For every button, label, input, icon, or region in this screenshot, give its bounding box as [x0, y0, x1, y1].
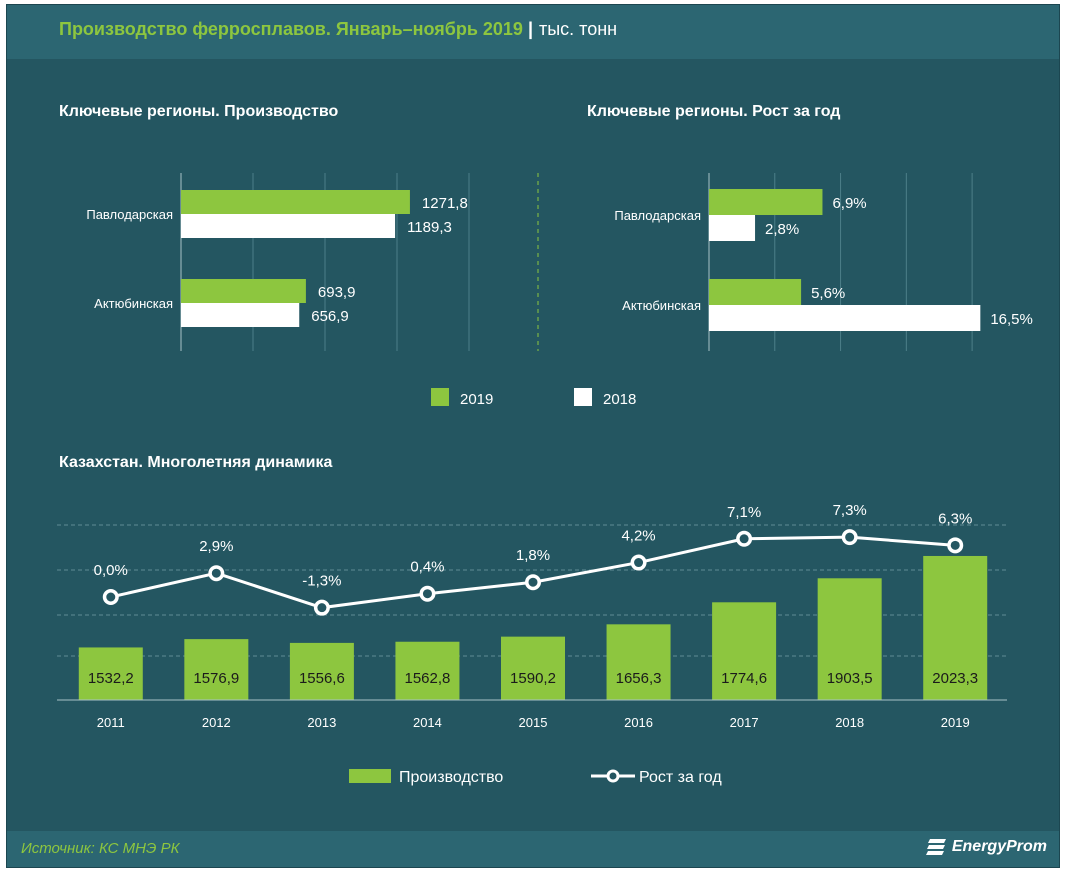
data-label: 1556,6	[299, 670, 345, 687]
bar-production	[289, 642, 354, 700]
bar-production	[501, 636, 565, 700]
charts-canvas: Павлодарская 1271,8 1189,3 Актюбинская 693,9…	[57, 173, 1033, 786]
growth-point	[528, 577, 538, 587]
growth-label: 7,1%	[727, 504, 761, 521]
bar-production	[78, 647, 143, 700]
x-tick-label: 2019	[941, 715, 970, 730]
growth-point	[211, 568, 221, 578]
bar-production	[184, 639, 249, 700]
data-label: 1189,3	[407, 219, 452, 236]
data-label: 1590,2	[510, 670, 556, 687]
logo-text: EnergyProm	[951, 838, 1047, 855]
data-label: 16,5%	[990, 311, 1033, 328]
data-label: 2,8%	[765, 221, 799, 238]
growth-label: 6,3%	[938, 510, 972, 527]
bar-2019	[181, 279, 306, 303]
data-label: 1656,3	[616, 670, 662, 687]
kazakhstan-dynamics-title: Казахстан. Многолетняя динамика	[59, 454, 333, 471]
x-tick-label: 2017	[730, 715, 759, 730]
legend-label: Производство	[399, 769, 503, 786]
growth-label: 0,4%	[410, 559, 444, 576]
x-tick-label: 2015	[519, 715, 548, 730]
growth-label: 7,3%	[833, 502, 867, 519]
logo-mark-icon	[925, 839, 946, 855]
x-tick-label: 2014	[413, 715, 442, 730]
source-text: Источник: КС МНЭ РК	[21, 840, 180, 857]
growth-point	[950, 540, 960, 550]
energyprom-logo: EnergyProm	[925, 837, 1047, 857]
infographic: Производство ферросплавов. Январь–ноябрь…	[6, 4, 1060, 868]
growth-label: 4,2%	[621, 528, 655, 545]
page-title: Производство ферросплавов. Январь–ноябрь…	[59, 19, 617, 40]
bar-production	[923, 555, 988, 700]
category-label: Павлодарская	[614, 208, 701, 223]
bar-2019	[709, 279, 802, 305]
title-separator: |	[527, 19, 533, 39]
category-label: Актюбинская	[94, 296, 173, 311]
legend-line-marker	[609, 772, 617, 780]
legend-label: 2019	[460, 391, 493, 408]
growth-label: 2,9%	[199, 538, 233, 555]
data-label: 2023,3	[932, 670, 978, 687]
legend-swatch-2019	[431, 388, 449, 406]
bar-2018	[181, 303, 300, 327]
growth-point	[845, 532, 855, 542]
data-label: 656,9	[311, 308, 349, 325]
footer-bar: Источник: КС МНЭ РК EnergyProm	[7, 831, 1059, 867]
legend-swatch-2018	[574, 388, 592, 406]
legend-label: Рост за год	[639, 769, 722, 786]
title-text: Производство ферросплавов. Январь–ноябрь…	[59, 19, 523, 39]
growth-point	[106, 592, 116, 602]
regions-production-title: Ключевые регионы. Производство	[59, 103, 339, 120]
bar-2018	[709, 305, 981, 331]
growth-point	[634, 558, 644, 568]
bar-2018	[181, 214, 396, 238]
regions-growth-title: Ключевые регионы. Рост за год	[587, 103, 841, 120]
bar-2019	[181, 190, 410, 214]
legend-swatch-production	[349, 769, 391, 783]
data-label: 1271,8	[422, 195, 468, 212]
growth-point	[422, 589, 432, 599]
data-label: 6,9%	[832, 195, 866, 212]
category-label: Актюбинская	[622, 298, 701, 313]
bar-production	[712, 602, 777, 700]
x-tick-label: 2018	[835, 715, 864, 730]
x-tick-label: 2011	[97, 715, 125, 730]
data-label: 1774,6	[721, 670, 767, 687]
bar-2019	[709, 189, 823, 215]
x-tick-label: 2012	[202, 715, 231, 730]
bar-production	[606, 624, 671, 700]
bar-2018	[709, 215, 756, 241]
data-label: 5,6%	[811, 285, 845, 302]
bar-production	[817, 578, 882, 700]
growth-point	[317, 603, 327, 613]
bar-production	[395, 641, 460, 700]
growth-label: 0,0%	[94, 562, 128, 579]
data-label: 1576,9	[193, 670, 239, 687]
data-label: 1903,5	[827, 670, 873, 687]
x-tick-label: 2016	[624, 715, 653, 730]
growth-label: -1,3%	[302, 573, 341, 590]
data-label: 1532,2	[88, 670, 134, 687]
data-label: 1562,8	[404, 670, 450, 687]
data-label: 693,9	[318, 284, 356, 301]
header-bar: Производство ферросплавов. Январь–ноябрь…	[7, 5, 1059, 59]
category-label: Павлодарская	[86, 207, 173, 222]
legend-label: 2018	[603, 391, 636, 408]
x-tick-label: 2013	[307, 715, 336, 730]
growth-label: 1,8%	[516, 547, 550, 564]
growth-point	[739, 534, 749, 544]
title-unit: тыс. тонн	[538, 19, 618, 39]
